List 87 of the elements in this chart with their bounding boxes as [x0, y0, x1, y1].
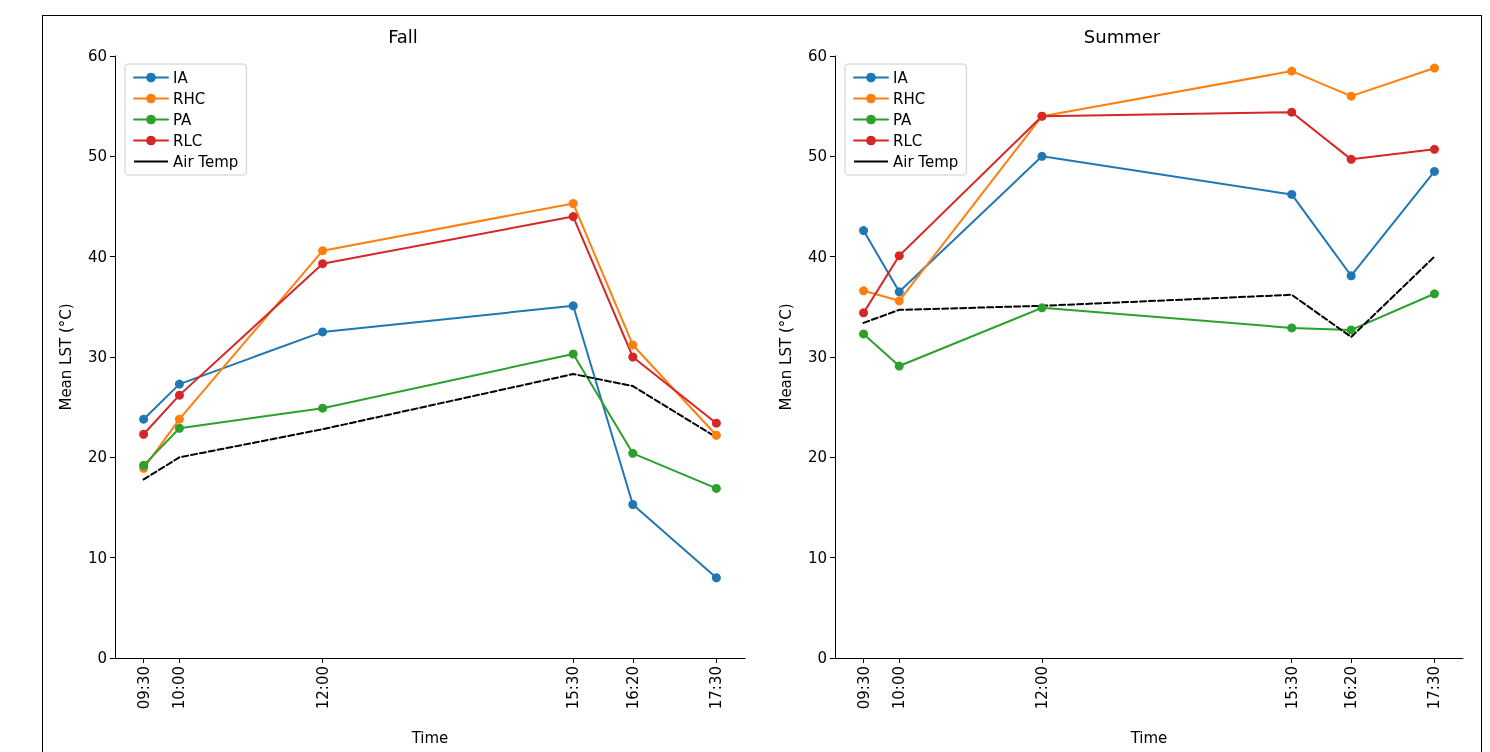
legend-label: IA	[893, 68, 909, 87]
point	[859, 308, 869, 318]
legend-label: RHC	[173, 89, 206, 108]
legend-label: RLC	[893, 131, 923, 150]
x-tick-label: 12:00	[1032, 666, 1051, 710]
point	[174, 423, 184, 433]
x-tick-label: 15:30	[1282, 666, 1301, 710]
point	[859, 329, 869, 339]
x-tick-label: 12:00	[313, 666, 332, 710]
point	[568, 349, 578, 359]
y-tick-label: 50	[807, 147, 827, 166]
legend-label: PA	[173, 110, 193, 129]
point	[711, 573, 721, 583]
point	[894, 296, 904, 306]
x-tick-label: 17:30	[1425, 666, 1444, 710]
x-tick-label: 16:20	[623, 666, 642, 710]
point	[568, 198, 578, 208]
y-tick-label: 30	[807, 348, 827, 366]
x-tick-label: 09:30	[854, 666, 873, 710]
point	[1346, 91, 1356, 101]
point	[1287, 189, 1297, 199]
y-axis-title: Mean LST (°C)	[56, 303, 75, 411]
point	[859, 286, 869, 296]
point	[1037, 303, 1047, 313]
point	[628, 340, 638, 350]
y-tick-label: 40	[87, 247, 107, 266]
legend-label: IA	[173, 68, 189, 87]
point	[174, 414, 184, 424]
point	[1037, 151, 1047, 161]
line-series	[862, 255, 1436, 338]
y-tick-label: 0	[97, 649, 107, 667]
legend-label: RHC	[893, 89, 926, 108]
legend-label: Air Temp	[893, 152, 959, 171]
y-tick-label: 60	[87, 47, 107, 65]
point	[628, 448, 638, 458]
point	[711, 483, 721, 493]
point	[628, 352, 638, 362]
point	[894, 361, 904, 371]
y-axis-title: Mean LST (°C)	[776, 303, 795, 411]
point	[1287, 66, 1297, 76]
x-axis-title: Time	[410, 728, 449, 747]
y-tick-label: 50	[87, 147, 107, 166]
x-tick-label: 09:30	[134, 666, 153, 710]
chart-title: Fall	[388, 25, 418, 47]
point	[894, 287, 904, 297]
x-tick-label: 10:00	[890, 666, 909, 710]
point	[894, 251, 904, 261]
point	[1429, 289, 1439, 299]
point	[1429, 166, 1439, 176]
point	[1346, 325, 1356, 335]
y-tick-label: 0	[817, 649, 827, 667]
point	[318, 259, 328, 269]
point	[318, 327, 328, 337]
y-tick-label: 20	[87, 448, 107, 467]
point	[859, 226, 869, 236]
point	[174, 379, 184, 389]
point	[568, 212, 578, 222]
y-tick-label: 30	[87, 348, 107, 366]
point	[318, 246, 328, 256]
point	[139, 414, 149, 424]
y-tick-label: 40	[807, 247, 827, 266]
point	[1346, 154, 1356, 164]
point	[628, 499, 638, 509]
y-tick-label: 20	[807, 448, 827, 467]
y-tick-label: 60	[807, 47, 827, 65]
x-tick-label: 16:20	[1342, 666, 1361, 710]
chart-title: Summer	[1083, 25, 1161, 47]
point	[711, 430, 721, 440]
point	[1287, 323, 1297, 333]
x-axis-title: Time	[1129, 728, 1168, 747]
x-tick-label: 10:00	[170, 666, 189, 710]
point	[174, 390, 184, 400]
legend-label: RLC	[173, 131, 203, 150]
y-tick-label: 10	[87, 548, 107, 567]
point	[1346, 271, 1356, 281]
legend-label: PA	[893, 110, 913, 129]
x-tick-label: 17:30	[707, 666, 726, 710]
point	[711, 418, 721, 428]
point	[1429, 144, 1439, 154]
y-tick-label: 10	[807, 548, 827, 567]
point	[318, 403, 328, 413]
x-tick-label: 15:30	[564, 666, 583, 710]
point	[1429, 63, 1439, 73]
point	[1287, 107, 1297, 117]
point	[139, 429, 149, 439]
legend-label: Air Temp	[173, 152, 239, 171]
point	[568, 301, 578, 311]
